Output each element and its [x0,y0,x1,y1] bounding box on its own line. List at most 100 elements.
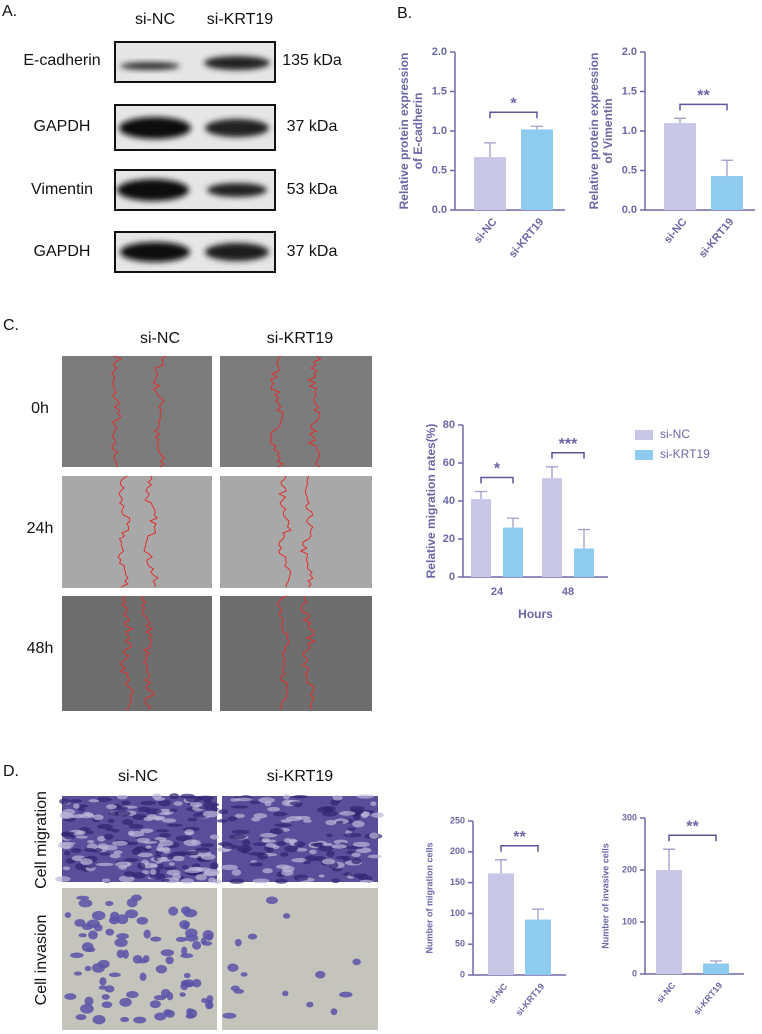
cell [201,941,213,946]
cell [149,1000,161,1009]
cell [167,853,174,861]
cell [227,963,239,972]
cell [339,991,353,998]
error-bar [674,117,686,124]
cell [356,794,374,799]
bar [711,176,743,210]
panel-label: B. [397,5,412,22]
y-axis-label: Relative migration rates(%) [424,424,438,579]
cell [229,834,247,840]
cell [76,895,90,900]
cell [86,812,94,818]
cell [59,798,70,805]
cell [315,970,326,979]
cell [257,853,269,860]
x-tick-label: si-NC [662,216,690,246]
cell [252,878,270,884]
x-tick-label: si-NC [472,216,500,246]
significance-label: * [494,461,501,478]
cell [240,972,248,977]
cell [163,811,170,815]
error-bar [710,960,722,964]
cell [175,936,187,943]
cell [158,799,171,807]
cell [265,843,277,848]
error-bar [507,517,519,528]
y-tick-label: 0.5 [622,164,637,176]
cell [169,793,180,800]
cell [131,894,142,902]
cell [109,853,121,859]
cell [73,971,83,976]
x-tick-label: si-KRT19 [692,980,725,1016]
wound-edge [277,475,293,588]
x-tick-label: si-KRT19 [514,981,547,1017]
cell [184,829,195,836]
y-tick-label: 0.5 [432,164,447,176]
cell [124,857,139,863]
cell [185,850,200,856]
cell [282,794,290,800]
wound-edge [143,475,159,588]
error-bar [475,490,487,500]
significance-label: * [510,95,517,112]
x-axis-label: Hours [518,607,553,621]
cell [105,928,115,936]
x-tick-label: si-KRT19 [697,216,737,260]
cell [87,840,95,844]
y-tick-label: 0.0 [432,204,447,216]
micro-image [62,356,212,467]
wound-edge [152,355,166,468]
cell [275,864,291,869]
cell [222,1012,237,1019]
cell [181,982,195,987]
cell [149,864,159,868]
size-label: 135 kDa [282,52,342,69]
y-tick-label: 0 [632,968,637,978]
cell [208,877,216,883]
cell [274,823,293,828]
y-axis-label: Number of invasive cells [600,843,610,949]
cell [132,872,146,879]
cell [122,819,134,825]
cell [106,804,117,810]
row-label: 0h [31,400,49,417]
cell [198,805,209,810]
cell [279,852,289,857]
cell [143,816,154,822]
cell [280,819,292,823]
cell [168,906,179,916]
cell [88,930,98,940]
y-tick-label: 1.5 [622,85,637,97]
significance-bracket [500,845,539,852]
cell [97,835,106,842]
cell [108,972,121,978]
cell [283,913,291,919]
wound-edge [111,355,122,468]
cell [150,868,157,875]
bar [703,963,729,974]
cell [107,818,115,824]
cell [175,835,192,842]
cell [126,991,139,999]
cell [169,808,178,813]
cell [269,827,284,835]
cell [352,958,361,966]
cell [101,1001,113,1009]
cell [322,805,336,812]
cell [86,947,96,953]
cell [260,832,278,838]
y-tick-label: 2.0 [432,46,447,58]
cell [172,855,185,862]
cell [200,843,215,848]
cell [247,933,258,940]
cell [165,956,174,965]
cell [137,852,153,858]
cell [98,852,111,856]
cell [97,824,113,830]
bar [542,478,562,577]
cell [267,806,280,812]
column-header: si-NC [118,768,158,785]
cell [70,848,82,853]
